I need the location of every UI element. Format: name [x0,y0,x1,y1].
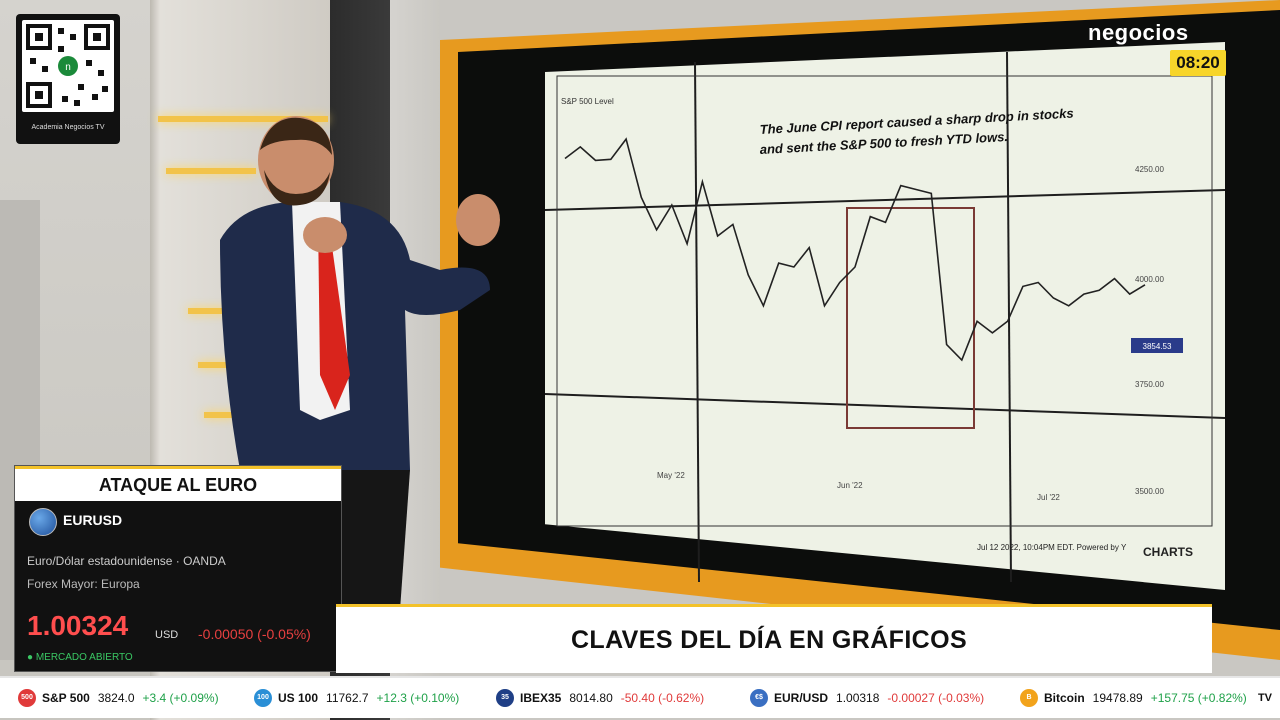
ticker-name: Bitcoin [1044,691,1085,705]
fx-currency: USD [155,629,179,641]
ticker-change: -0.00027 (-0.03%) [887,691,985,705]
fx-name: Euro/Dólar estadounidense · OANDA [27,554,226,568]
qr-badge[interactable]: n Academia Negocios TV [16,14,120,144]
market-ticker: 500 S&P 500 3824.0 +3.4 (+0.09%) 100 US 100 11… [0,676,1280,718]
chart-annotation-line1: The June CPI report caused a sharp drop … [759,106,1074,137]
ticker-value: 19478.89 [1092,691,1143,705]
sp500-chart: S&P 500 Level The June CPI report caused… [545,51,1225,583]
ticker-badge-icon: €$ [750,688,768,707]
ticker-change: +157.75 (+0.82%) [1150,691,1247,705]
topic-title: ATAQUE AL EURO [15,466,341,501]
fx-market: Forex Mayor: Europa [27,577,140,591]
ticker-value: 11762.7 [326,691,369,705]
ticker-badge-icon: B [1020,688,1038,707]
chart-grid-line [545,393,1225,419]
ticker-value: 1.00318 [836,691,880,705]
y-tick-label: 3750.00 [1135,380,1164,389]
ticker-change: +3.4 (+0.09%) [142,691,219,705]
studio-light-strip [198,362,238,368]
y-tick-label: 4000.00 [1135,275,1164,284]
studio-light-strip [188,308,228,314]
svg-text:n: n [65,62,71,73]
ticker-name: EUR/USD [774,691,829,705]
cpi-highlight-box [846,207,975,429]
ticker-item[interactable]: 100 US 100 11762.7 +12.3 (+0.10%) [254,678,459,718]
fx-price: 1.00324 [27,610,129,641]
chart-grid-line [545,189,1225,211]
qr-label: Academia Negocios TV [31,124,105,131]
x-tick-label: Jun '22 [837,481,863,490]
last-value-tag [1131,338,1183,353]
fx-symbol: EURUSD [63,512,123,528]
ticker-badge-icon: 35 [496,688,514,707]
market-status: ● MERCADO ABIERTO [27,652,133,663]
ticker-item[interactable]: B Bitcoin 19478.89 +157.75 (+0.82%) [1020,678,1247,718]
chart-panel [545,42,1225,590]
tradingview-icon: TV [1257,692,1272,704]
lower-third: CLAVES DEL DÍA EN GRÁFICOS [336,604,1212,673]
chart-grid-line [694,61,700,583]
ticker-item[interactable]: 35 IBEX35 8014.80 -50.40 (-0.62%) [496,678,704,718]
fx-change: -0.00050 (-0.05%) [198,626,311,642]
chart-footer-brand: CHARTS [1143,545,1193,559]
ticker-name: IBEX35 [520,691,562,705]
chart-series-line [564,137,1146,362]
ticker-item[interactable]: €$ EUR/USD 1.00318 -0.00027 (-0.03%) [750,678,984,718]
x-tick-label: Jul '22 [1037,493,1060,502]
topic-card: ATAQUE AL EURO EURUSD Euro/Dólar estadou… [14,465,342,672]
ticker-badge-icon: 500 [18,688,36,707]
lower-third-title: CLAVES DEL DÍA EN GRÁFICOS [570,626,968,654]
ticker-item[interactable]: 500 S&P 500 3824.0 +3.4 (+0.09%) [18,678,219,718]
studio-light-strip [166,168,256,174]
ticker-value: 8014.80 [569,691,613,705]
channel-logo: negocios [1088,20,1189,45]
y-tick-label: 4250.00 [1135,165,1164,174]
ticker-change: +12.3 (+0.10%) [376,691,460,705]
clock: 08:20 [1170,50,1226,76]
ticker-name: S&P 500 [42,691,90,705]
chart-footer: Jul 12 2022, 10:04PM EDT. Powered by Y [977,543,1127,552]
last-value-label: 3854.53 [1143,342,1172,351]
studio-light-strip [204,412,234,418]
chart-title: S&P 500 Level [561,97,614,106]
currency-flag-icon [29,508,57,536]
studio-light-strip [158,116,328,122]
ticker-badge-icon: 100 [254,688,272,707]
qr-code[interactable]: n [22,20,114,112]
chart-border [556,75,1213,527]
y-tick-label: 3500.00 [1135,487,1164,496]
ticker-name: US 100 [278,691,319,705]
ticker-change: -50.40 (-0.62%) [620,691,705,705]
ticker-value: 3824.0 [97,691,135,705]
x-tick-label: May '22 [657,471,685,480]
